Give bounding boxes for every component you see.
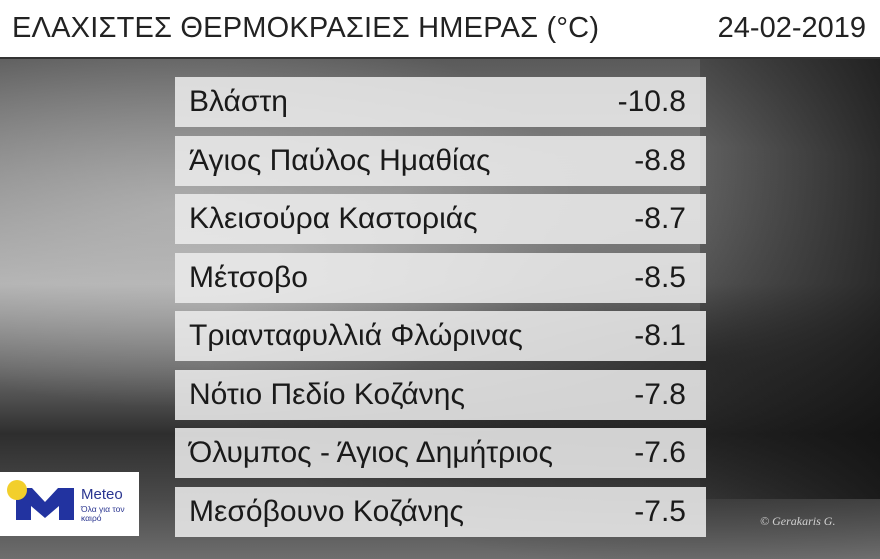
min-temperature: -10.8: [617, 85, 686, 118]
meteo-logo: Meteo Όλα για τον καιρό: [0, 472, 139, 536]
logo-sun-icon: [7, 480, 27, 500]
min-temperature: -8.5: [634, 260, 686, 294]
min-temperature: -7.6: [634, 436, 686, 469]
photo-credit: © Gerakaris G.: [760, 514, 836, 528]
station-name: Όλυμπος - Άγιος Δημήτριος: [189, 436, 554, 469]
list-item: Τριανταφυλλιά Φλώρινας -8.1: [175, 311, 706, 361]
station-name: Βλάστη: [189, 85, 288, 118]
min-temperature: -7.8: [634, 377, 686, 411]
station-name: Μεσόβουνο Κοζάνης: [189, 494, 464, 528]
station-name: Μέτσοβο: [189, 260, 308, 294]
min-temperature: -8.7: [634, 202, 686, 235]
station-name: Άγιος Παύλος Ημαθίας: [189, 143, 491, 177]
list-item: Βλάστη -10.8: [175, 77, 706, 127]
station-name: Κλεισούρα Καστοριάς: [189, 202, 478, 235]
background-trees: [700, 59, 880, 499]
header: ΕΛΑΧΙΣΤΕΣ ΘΕΡΜΟΚΡΑΣΙΕΣ ΗΜΕΡΑΣ (°C) 24-02…: [0, 0, 880, 59]
page-title: ΕΛΑΧΙΣΤΕΣ ΘΕΡΜΟΚΡΑΣΙΕΣ ΗΜΕΡΑΣ (°C): [12, 12, 600, 44]
list-item: Νότιο Πεδίο Κοζάνης -7.8: [175, 369, 706, 420]
logo-tagline: Όλα για τον καιρό: [81, 504, 125, 523]
date: 24-02-2019: [717, 12, 866, 44]
station-name: Τριανταφυλλιά Φλώρινας: [189, 319, 523, 352]
list-item: Κλεισούρα Καστοριάς -8.7: [175, 194, 706, 244]
logo-brand: Meteo: [81, 486, 123, 503]
list-item: Μεσόβουνο Κοζάνης -7.5: [175, 486, 706, 537]
min-temperature: -8.1: [634, 319, 686, 352]
min-temperature: -7.5: [634, 494, 686, 528]
list-item: Μέτσοβο -8.5: [175, 252, 706, 303]
min-temperature: -8.8: [634, 143, 686, 177]
list-item: Όλυμπος - Άγιος Δημήτριος -7.6: [175, 428, 706, 478]
logo-m-icon: [16, 488, 74, 525]
list-item: Άγιος Παύλος Ημαθίας -8.8: [175, 135, 706, 186]
station-name: Νότιο Πεδίο Κοζάνης: [189, 377, 465, 411]
